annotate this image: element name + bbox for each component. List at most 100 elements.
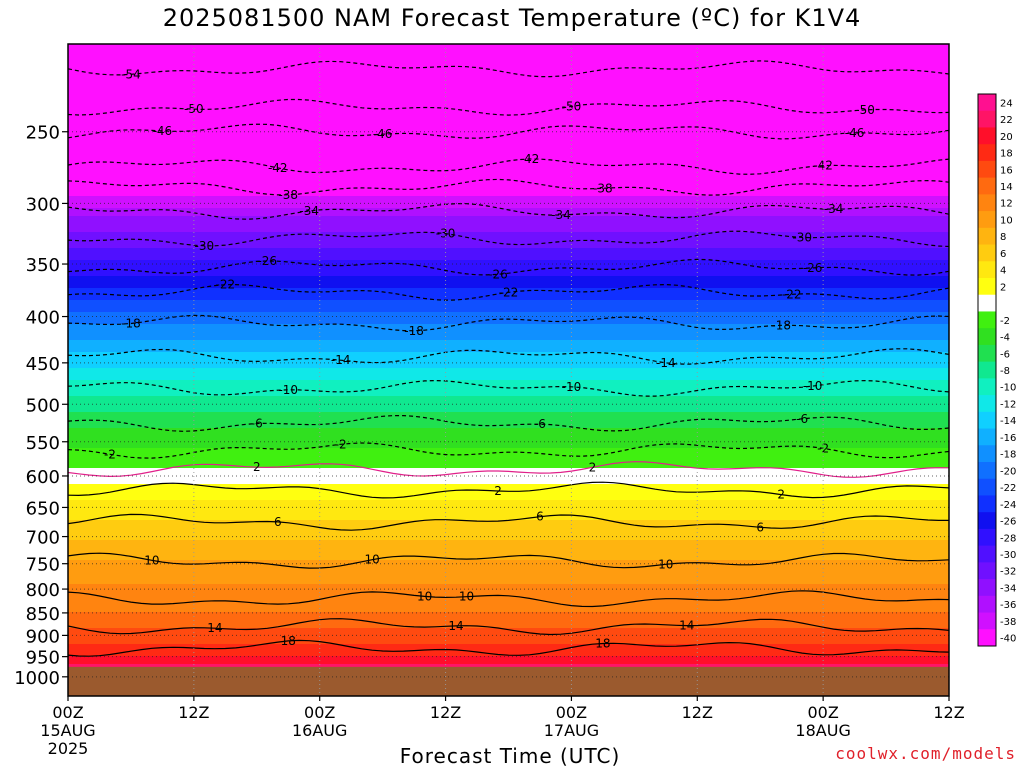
colorbar-swatch (978, 94, 996, 112)
colorbar-swatch (978, 512, 996, 530)
temperature-band (68, 616, 949, 621)
colorbar-label: 22 (1000, 115, 1013, 126)
contour-label: -2 (335, 437, 347, 451)
temperature-band (68, 312, 949, 317)
temperature-band (68, 568, 949, 573)
temperature-band (68, 352, 949, 357)
contour-line (68, 203, 949, 220)
temperature-band (68, 584, 949, 589)
colorbar-swatch (978, 194, 996, 212)
contour-line (68, 230, 949, 248)
y-tick-label: 350 (26, 255, 60, 276)
temperature-band (68, 156, 949, 161)
x-tick-label: 00Z (52, 703, 83, 722)
temperature-band (68, 340, 949, 345)
temperature-band (68, 544, 949, 549)
y-tick-label: 900 (26, 626, 60, 647)
contour-label: 14 (207, 621, 222, 635)
contour-label: 18 (595, 636, 610, 650)
contour-label: -50 (184, 102, 204, 116)
contour-label: -18 (771, 318, 791, 332)
temperature-band (68, 88, 949, 93)
contour-label: -54 (121, 67, 141, 81)
temperature-band (68, 60, 949, 65)
colorbar-swatch (978, 478, 996, 496)
temperature-band (68, 444, 949, 449)
temperature-band (68, 240, 949, 245)
temperature-band (68, 632, 949, 637)
temperature-band (68, 456, 949, 461)
temperature-band (68, 468, 949, 473)
colorbar-label: 10 (1000, 215, 1013, 226)
colorbar-swatch (978, 344, 996, 363)
temperature-band (68, 212, 949, 217)
temperature-band (68, 148, 949, 153)
x-tick-date-label: 15AUG (40, 721, 95, 740)
contour-line (68, 461, 949, 478)
temperature-band (68, 424, 949, 429)
temperature-band (68, 176, 949, 181)
temperature-band (68, 388, 949, 393)
colorbar-label: -4 (1000, 333, 1010, 344)
temperature-band (68, 508, 949, 513)
temperature-band (68, 452, 949, 457)
contour-line (68, 481, 949, 499)
temperature-band (68, 120, 949, 125)
contour-label: -26 (257, 254, 277, 268)
colorbar-label: -18 (1000, 450, 1016, 461)
temperature-band (68, 228, 949, 233)
y-tick-label: 950 (26, 648, 60, 669)
temperature-band (68, 592, 949, 597)
y-tick-label: 600 (26, 467, 60, 488)
plot-frame (67, 43, 950, 697)
temperature-band (68, 572, 949, 577)
colorbar-label: -16 (1000, 433, 1016, 444)
temperature-band (68, 624, 949, 629)
temperature-band (68, 268, 949, 273)
contour-line (68, 552, 949, 569)
y-tick-label: 500 (26, 395, 60, 416)
temperature-band (68, 52, 949, 57)
y-tick-label: 450 (26, 354, 60, 375)
contour-label: 6 (756, 520, 764, 534)
temperature-band (68, 68, 949, 73)
contour-label: 10 (365, 553, 380, 567)
colorbar-swatch (978, 110, 996, 128)
contour-label: -46 (845, 126, 865, 140)
temperature-band (68, 492, 949, 497)
colorbar-label: 2 (1000, 282, 1006, 293)
temperature-band (68, 608, 949, 613)
temperature-band (68, 640, 949, 645)
temperature-band (68, 224, 949, 229)
colorbar-label: -20 (1000, 466, 1016, 477)
temperature-band (68, 204, 949, 209)
colorbar-swatch (978, 311, 996, 329)
temperature-band (68, 252, 949, 257)
contour-line (68, 98, 949, 116)
temperature-band (68, 552, 949, 557)
temperature-band (68, 432, 949, 437)
temperature-band (68, 644, 949, 649)
contour-label: -42 (813, 159, 833, 173)
temperature-band (68, 412, 949, 417)
contour-label: 10 (417, 589, 432, 603)
temperature-band (68, 612, 949, 617)
temperature-band (68, 384, 949, 389)
temperature-band (68, 272, 949, 277)
temperature-band (68, 220, 949, 225)
contour-label: -34 (299, 204, 319, 218)
contour-label: -34 (551, 208, 571, 222)
contour-line (68, 379, 949, 397)
contour-label: -22 (499, 285, 519, 299)
contour-label: -6 (534, 417, 546, 431)
x-tick-date-label: 17AUG (544, 721, 599, 740)
temperature-band (68, 64, 949, 69)
colorbar-label: 16 (1000, 165, 1013, 176)
temperature-band (68, 420, 949, 425)
temperature-band (68, 184, 949, 189)
contour-label: 6 (536, 510, 544, 524)
temperature-band (68, 460, 949, 465)
temperature-band (68, 364, 949, 369)
temperature-band (68, 660, 949, 665)
colorbar-label: 8 (1000, 232, 1006, 243)
